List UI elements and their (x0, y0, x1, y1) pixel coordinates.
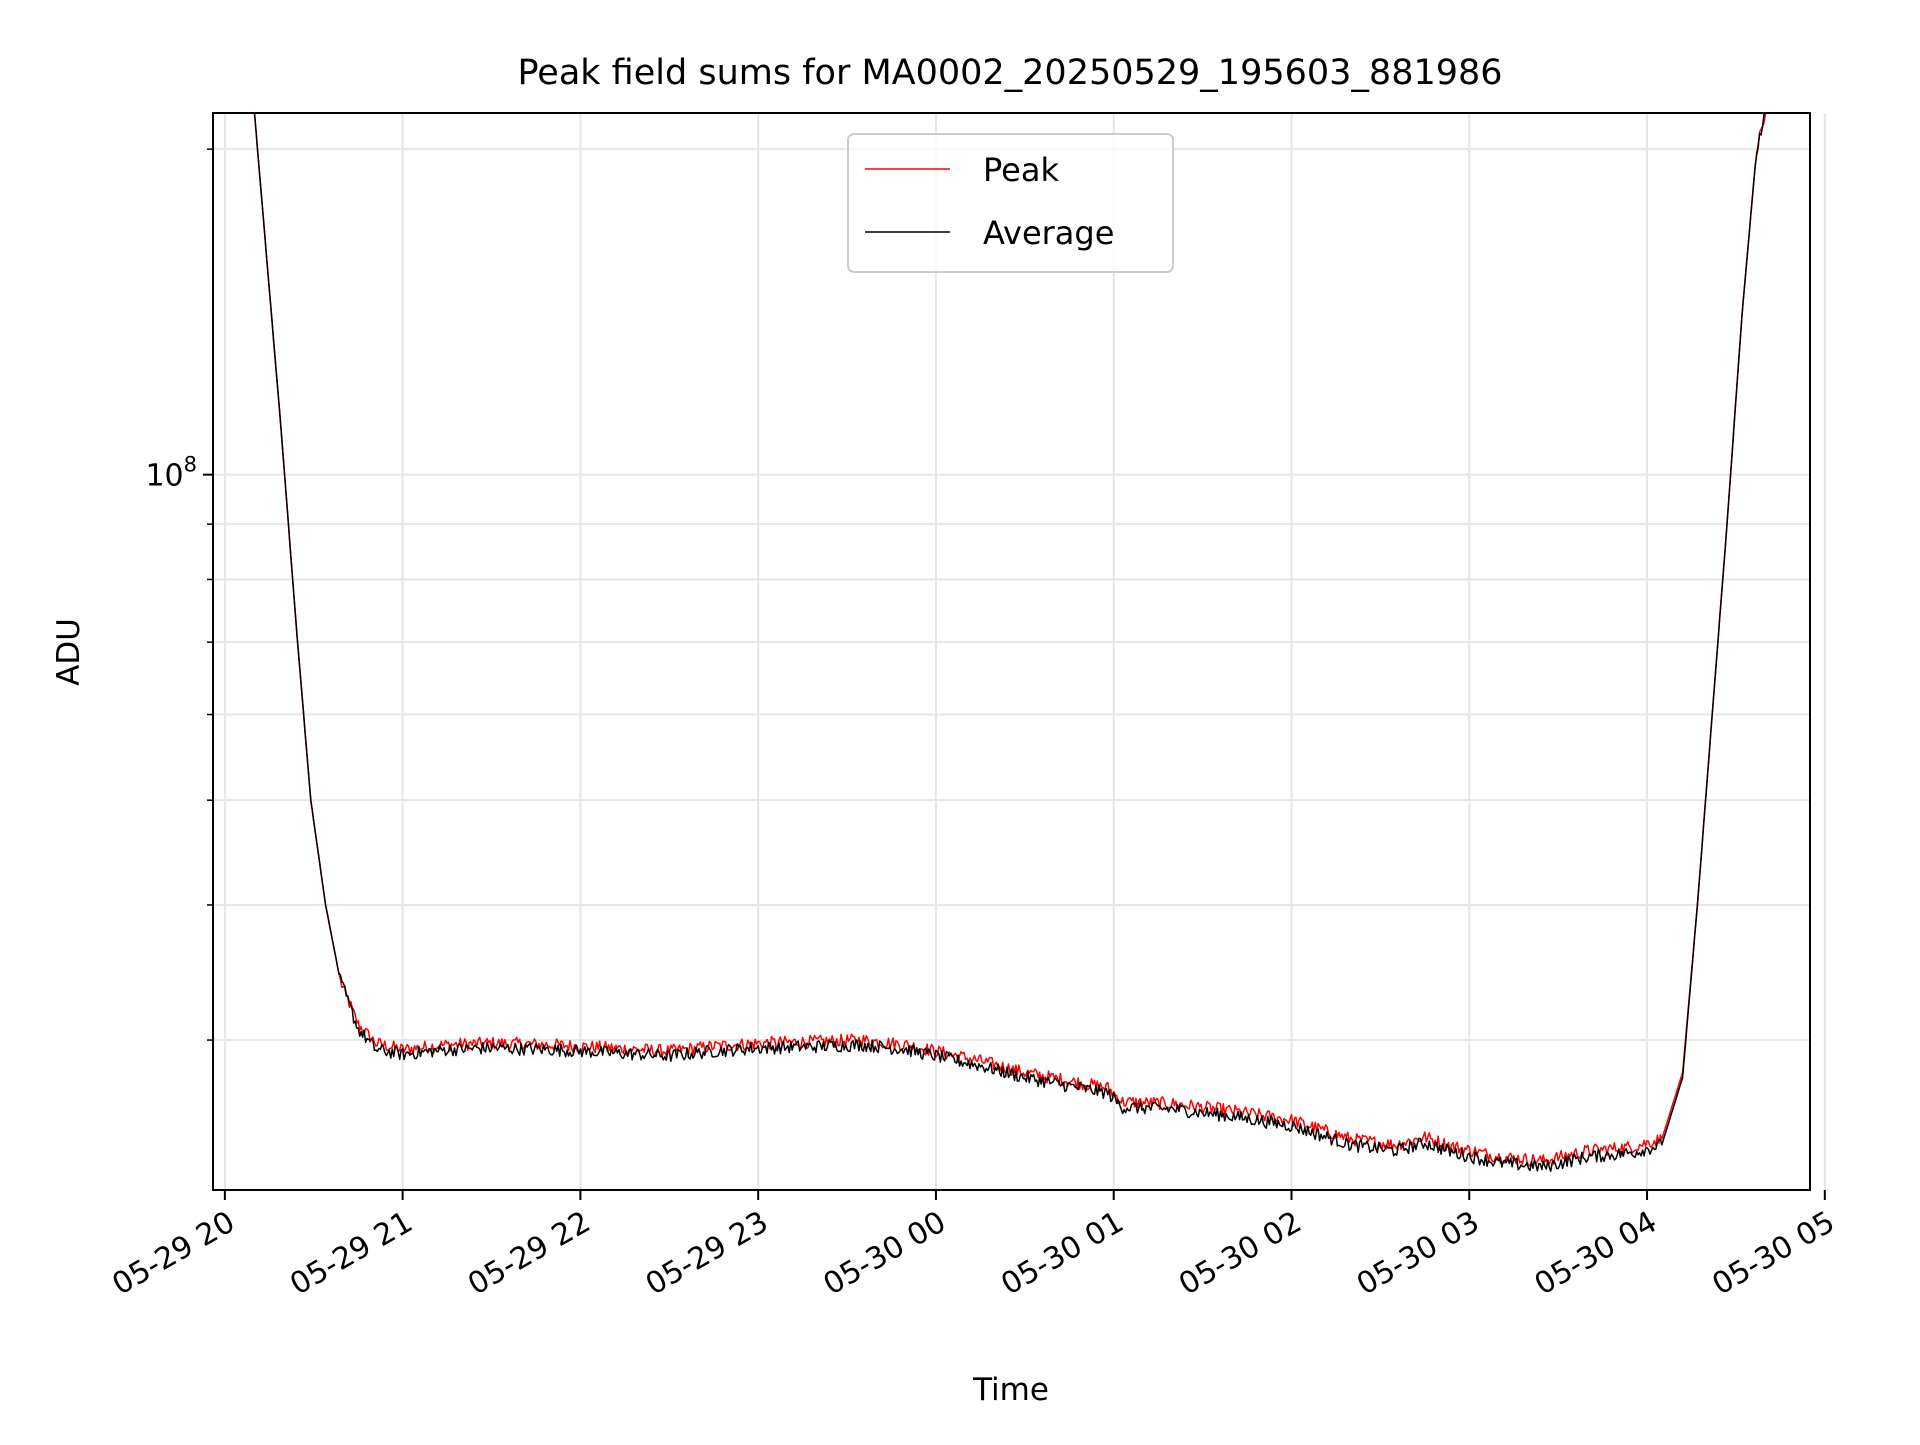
legend-peak-label: Peak (983, 151, 1059, 189)
x-axis-label: Time (972, 1372, 1049, 1408)
grid-layer (213, 113, 1826, 1190)
y-tick-label: 108 (145, 453, 197, 494)
plot-area-frame (212, 112, 1811, 1191)
y-axis-label: ADU (51, 618, 87, 686)
legend: Peak Average (847, 133, 1174, 273)
series-layer (253, 112, 1767, 1172)
chart-title: Peak field sums for MA0002_20250529_1956… (517, 53, 1502, 93)
series-line-average (253, 112, 1766, 1172)
legend-average-label: Average (983, 214, 1114, 252)
